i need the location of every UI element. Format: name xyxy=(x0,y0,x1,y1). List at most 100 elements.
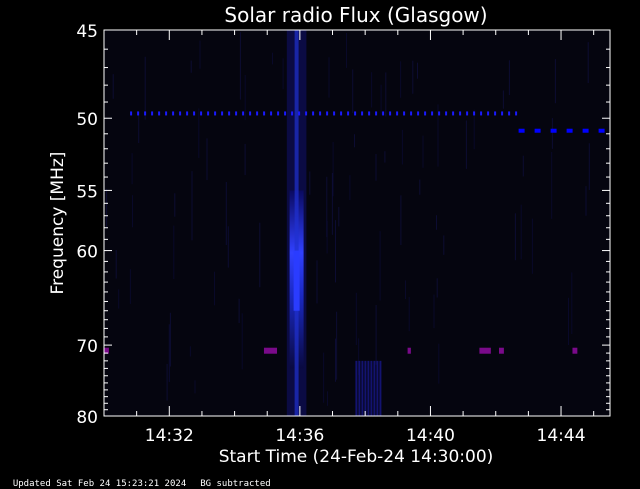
x-axis-ticks: 14:32 14:36 14:40 14:44 xyxy=(136,30,595,446)
rfi-dash xyxy=(340,111,343,116)
noise-streak xyxy=(132,195,133,228)
noise-streak xyxy=(106,189,108,229)
rfi-dash xyxy=(179,111,182,116)
y-tick-label: 70 xyxy=(76,337,98,357)
noise-streak xyxy=(335,220,336,283)
noise-streak xyxy=(554,59,556,104)
noise-streak xyxy=(412,60,414,94)
rfi-dash xyxy=(431,111,434,116)
rfi-dash xyxy=(494,111,497,116)
rfi-blip xyxy=(407,347,411,354)
rfi-dash xyxy=(403,111,406,116)
footer: Updated Sat Feb 24 15:23:21 2024 BG subtr… xyxy=(2,469,285,489)
streak-line xyxy=(373,360,376,416)
rfi-dash xyxy=(270,111,273,116)
noise-streak xyxy=(436,215,437,230)
noise-streak xyxy=(522,155,524,177)
burst-peak xyxy=(293,250,300,311)
noise-streak xyxy=(129,269,131,304)
noise-streak xyxy=(138,111,140,143)
rfi-dash xyxy=(389,111,392,116)
noise-streak xyxy=(332,142,334,197)
rfi-dash xyxy=(438,111,441,116)
noise-streak xyxy=(401,129,403,165)
noise-streak xyxy=(436,278,438,298)
noise-streak xyxy=(417,62,418,79)
noise-streak xyxy=(438,343,440,384)
x-tick-label: 14:44 xyxy=(537,426,586,446)
rfi-dash xyxy=(480,111,483,116)
noise-streak xyxy=(244,143,246,176)
noise-streak xyxy=(227,226,229,268)
noise-streak xyxy=(375,154,377,181)
noise-streak xyxy=(400,61,402,98)
spectrogram-features xyxy=(104,30,605,416)
rfi-dash xyxy=(158,111,161,116)
noise-streak xyxy=(244,75,246,121)
noise-streak xyxy=(327,391,328,406)
noise-streak xyxy=(338,207,340,227)
rfi-dash xyxy=(347,111,350,116)
rfi-dash xyxy=(172,111,175,116)
rfi-dash xyxy=(382,111,385,116)
noise-streak xyxy=(433,294,435,329)
rfi-dash xyxy=(319,111,322,116)
rfi-dash xyxy=(291,111,294,116)
noise-streak xyxy=(131,153,133,185)
rfi-dash xyxy=(375,111,378,116)
y-axis-ticks: 45 50 55 60 70 80 xyxy=(76,22,610,428)
noise-streak xyxy=(225,182,227,245)
noise-streak xyxy=(326,220,328,254)
noise-streak xyxy=(144,56,146,120)
noise-streak xyxy=(405,280,406,299)
rfi-dash xyxy=(508,111,511,116)
rfi-dash xyxy=(459,111,462,116)
noise-streak xyxy=(238,298,240,323)
noise-streak xyxy=(437,104,439,167)
streak-line xyxy=(370,360,373,416)
noise-streak xyxy=(375,305,377,365)
noise-streak xyxy=(551,152,553,219)
rfi-dash xyxy=(473,111,476,116)
noise-streak xyxy=(400,195,402,245)
noise-streak xyxy=(588,143,590,190)
noise-streak xyxy=(282,58,284,90)
rfi-dash xyxy=(326,111,329,116)
noise-streak xyxy=(443,235,445,255)
noise-streak xyxy=(331,173,333,235)
noise-streak xyxy=(379,231,381,301)
streak-line xyxy=(355,360,358,416)
noise-streak xyxy=(166,363,168,401)
rfi-dash xyxy=(200,111,203,116)
noise-streak xyxy=(194,380,196,394)
noise-streak xyxy=(346,33,347,68)
noise-streak xyxy=(336,311,338,380)
noise-streak xyxy=(422,135,424,168)
rfi-dash xyxy=(550,128,557,133)
rfi-dash xyxy=(534,128,541,133)
rfi-blip xyxy=(572,347,578,354)
noise-streak xyxy=(173,225,175,279)
burst-spine xyxy=(294,30,299,416)
noise-streak xyxy=(585,186,587,216)
noise-streak xyxy=(419,179,421,195)
noise-streak xyxy=(355,292,357,345)
rfi-dash xyxy=(242,111,245,116)
noise-streak xyxy=(199,40,201,69)
plot-background xyxy=(104,30,610,416)
rfi-dash xyxy=(298,111,301,116)
rfi-dash xyxy=(305,111,308,116)
noise-streak xyxy=(191,171,193,241)
rfi-dash xyxy=(193,111,196,116)
noise-streak xyxy=(508,60,510,95)
noise-streak xyxy=(385,72,387,117)
noise-streak xyxy=(323,352,325,403)
rfi-dash xyxy=(130,111,133,116)
noise-streak xyxy=(174,193,176,217)
noise-streak xyxy=(272,52,273,65)
streak-line xyxy=(358,360,361,416)
rfi-dash xyxy=(417,111,420,116)
rfi-dash xyxy=(466,111,469,116)
noise-streak xyxy=(326,176,328,238)
